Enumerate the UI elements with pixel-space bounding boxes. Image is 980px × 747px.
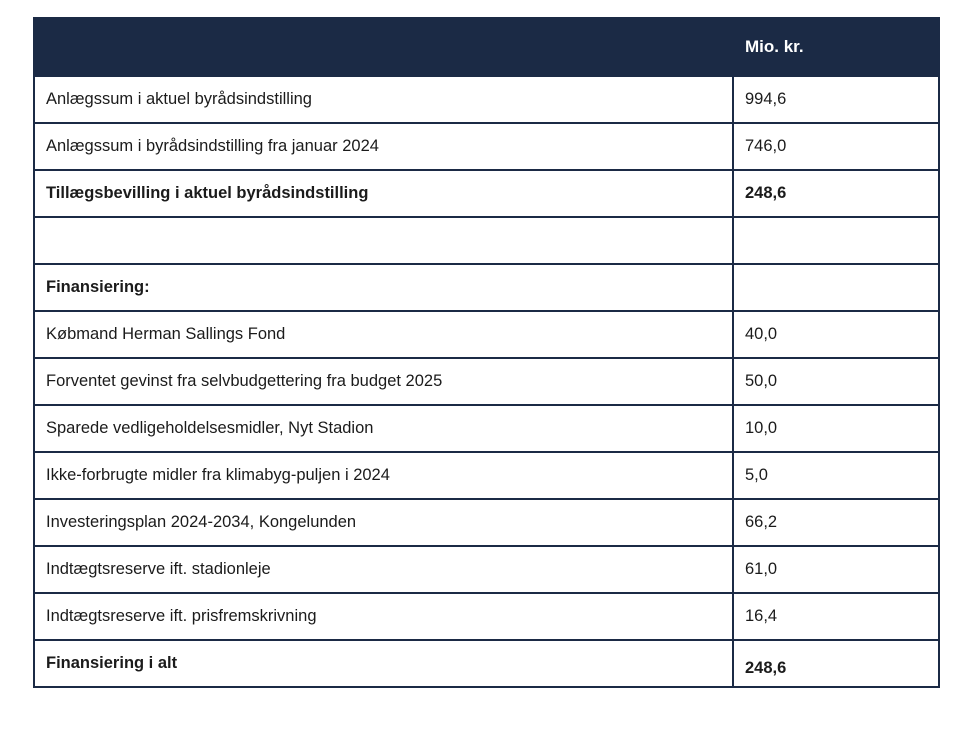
table-row: Anlægssum i aktuel byrådsindstilling 994,… [33,75,940,124]
header-unit-cell: Mio. kr. [732,17,940,77]
row-value: 10,0 [732,404,940,453]
row-label: Finansiering: [33,263,734,312]
row-value: 66,2 [732,498,940,547]
table-row: Investeringsplan 2024-2034, Kongelunden 6… [33,498,940,547]
row-value [732,216,940,265]
row-label: Sparede vedligeholdelsesmidler, Nyt Stad… [33,404,734,453]
header-empty-cell [33,17,734,77]
table-row: Indtægtsreserve ift. prisfremskrivning 16… [33,592,940,641]
row-value-text: 5,0 [745,466,768,484]
row-label: Købmand Herman Sallings Fond [33,310,734,359]
row-value-text: 248,6 [745,659,787,677]
row-value: 248,6 [732,169,940,218]
table-row: Tillægsbevilling i aktuel byrådsindstill… [33,169,940,218]
row-value: 5,0 [732,451,940,500]
row-value-text: 16,4 [745,607,778,625]
row-value-text: 40,0 [745,325,778,343]
row-label: Finansiering i alt [33,639,734,688]
row-value-text: 66,2 [745,513,778,531]
row-value: 50,0 [732,357,940,406]
row-label: Ikke-forbrugte midler fra klimabyg-pulje… [33,451,734,500]
row-value: 994,6 [732,75,940,124]
table-body: Anlægssum i aktuel byrådsindstilling 994,… [33,75,940,688]
table-row: Anlægssum i byrådsindstilling fra januar… [33,122,940,171]
row-value-text: 61,0 [745,560,778,578]
row-value: 746,0 [732,122,940,171]
row-value-text: 50,0 [745,372,778,390]
finance-table: Mio. kr. Anlægssum i aktuel byrådsindsti… [33,17,940,688]
row-label: Forventet gevinst fra selvbudgettering f… [33,357,734,406]
row-value-text: 248,6 [745,184,787,202]
row-value-text: 994,6 [745,90,787,108]
row-label: Investeringsplan 2024-2034, Kongelunden [33,498,734,547]
table-row: Finansiering i alt 248,6 [33,639,940,688]
table-row: Indtægtsreserve ift. stadionleje 61,0 [33,545,940,594]
table-row: Sparede vedligeholdelsesmidler, Nyt Stad… [33,404,940,453]
row-value-text: 10,0 [745,419,778,437]
table-row: Forventet gevinst fra selvbudgettering f… [33,357,940,406]
table-row: Ikke-forbrugte midler fra klimabyg-pulje… [33,451,940,500]
row-label: Indtægtsreserve ift. stadionleje [33,545,734,594]
row-label: Indtægtsreserve ift. prisfremskrivning [33,592,734,641]
row-value [732,263,940,312]
row-label: Anlægssum i aktuel byrådsindstilling [33,75,734,124]
row-value: 61,0 [732,545,940,594]
row-value-text: 746,0 [745,137,787,155]
row-label: Anlægssum i byrådsindstilling fra januar… [33,122,734,171]
table-row: Finansiering: [33,263,940,312]
row-value: 16,4 [732,592,940,641]
table-header-row: Mio. kr. [33,17,940,77]
table-row: Købmand Herman Sallings Fond 40,0 [33,310,940,359]
row-label [33,216,734,265]
table-row [33,216,940,265]
row-label: Tillægsbevilling i aktuel byrådsindstill… [33,169,734,218]
row-value: 40,0 [732,310,940,359]
row-value: 248,6 [732,639,940,688]
